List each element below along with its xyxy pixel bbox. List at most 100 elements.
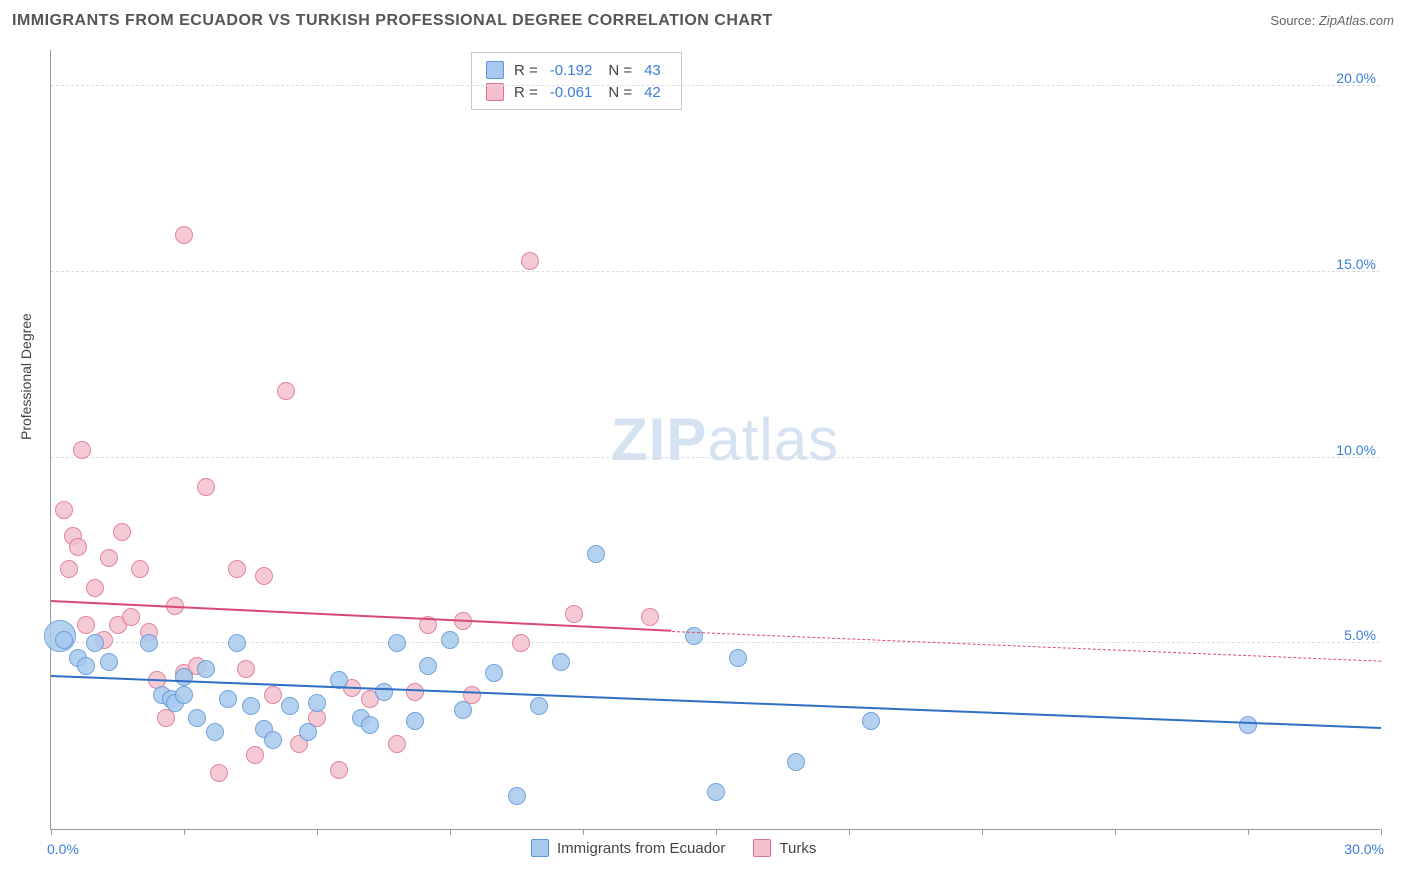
data-point-ecuador xyxy=(375,683,393,701)
data-point-turks xyxy=(197,478,215,496)
x-tick xyxy=(849,829,850,835)
data-point-turks xyxy=(73,441,91,459)
watermark-light: atlas xyxy=(707,406,839,473)
data-point-turks xyxy=(55,501,73,519)
watermark: ZIPatlas xyxy=(611,405,839,474)
data-point-ecuador xyxy=(406,712,424,730)
y-tick-label: 5.0% xyxy=(1344,627,1384,643)
data-point-turks xyxy=(175,226,193,244)
data-point-turks xyxy=(641,608,659,626)
swatch-turks xyxy=(753,839,771,857)
data-point-ecuador xyxy=(707,783,725,801)
x-tick xyxy=(583,829,584,835)
data-point-ecuador xyxy=(175,686,193,704)
gridline xyxy=(51,457,1380,458)
data-point-ecuador xyxy=(388,634,406,652)
y-axis-label: Professional Degree xyxy=(18,313,34,440)
data-point-ecuador xyxy=(485,664,503,682)
data-point-ecuador xyxy=(264,731,282,749)
data-point-turks xyxy=(237,660,255,678)
data-point-ecuador xyxy=(206,723,224,741)
n-value-ecuador: 43 xyxy=(644,62,661,79)
legend-label-ecuador: Immigrants from Ecuador xyxy=(557,840,725,857)
watermark-bold: ZIP xyxy=(611,406,707,473)
source-attribution: Source: ZipAtlas.com xyxy=(1270,13,1394,28)
x-tick xyxy=(317,829,318,835)
gridline xyxy=(51,642,1380,643)
data-point-ecuador xyxy=(175,668,193,686)
legend-item-ecuador: Immigrants from Ecuador xyxy=(531,839,725,857)
data-point-turks xyxy=(210,764,228,782)
scatter-chart: ZIPatlas R = -0.192 N = 43 R = -0.061 N … xyxy=(50,50,1380,830)
x-tick xyxy=(184,829,185,835)
legend-bottom: Immigrants from Ecuador Turks xyxy=(531,839,816,857)
data-point-turks xyxy=(255,567,273,585)
data-point-ecuador xyxy=(454,701,472,719)
x-tick xyxy=(1248,829,1249,835)
data-point-turks xyxy=(228,560,246,578)
data-point-ecuador xyxy=(242,697,260,715)
data-point-turks xyxy=(277,382,295,400)
x-tick xyxy=(1115,829,1116,835)
data-point-turks xyxy=(113,523,131,541)
data-point-ecuador xyxy=(685,627,703,645)
data-point-ecuador xyxy=(219,690,237,708)
x-tick xyxy=(51,829,52,835)
data-point-ecuador xyxy=(100,653,118,671)
data-point-ecuador xyxy=(419,657,437,675)
data-point-turks xyxy=(86,579,104,597)
stats-legend-box: R = -0.192 N = 43 R = -0.061 N = 42 xyxy=(471,52,682,110)
data-point-turks xyxy=(69,538,87,556)
data-point-ecuador xyxy=(587,545,605,563)
data-point-turks xyxy=(388,735,406,753)
data-point-ecuador xyxy=(299,723,317,741)
trend-line xyxy=(672,631,1381,662)
y-tick-label: 15.0% xyxy=(1336,256,1384,272)
data-point-ecuador xyxy=(441,631,459,649)
data-point-ecuador xyxy=(197,660,215,678)
data-point-ecuador xyxy=(281,697,299,715)
data-point-turks xyxy=(512,634,530,652)
legend-item-turks: Turks xyxy=(753,839,816,857)
chart-header: IMMIGRANTS FROM ECUADOR VS TURKISH PROFE… xyxy=(12,12,1394,30)
data-point-ecuador xyxy=(508,787,526,805)
data-point-ecuador xyxy=(188,709,206,727)
data-point-turks xyxy=(330,761,348,779)
r-value-ecuador: -0.192 xyxy=(550,62,593,79)
data-point-turks xyxy=(77,616,95,634)
data-point-ecuador xyxy=(552,653,570,671)
data-point-ecuador xyxy=(228,634,246,652)
n-label: N = xyxy=(608,62,632,79)
data-point-ecuador xyxy=(86,634,104,652)
data-point-turks xyxy=(131,560,149,578)
source-value: ZipAtlas.com xyxy=(1319,13,1394,28)
swatch-ecuador xyxy=(531,839,549,857)
data-point-ecuador xyxy=(1239,716,1257,734)
data-point-ecuador xyxy=(361,716,379,734)
data-point-turks xyxy=(122,608,140,626)
data-point-turks xyxy=(565,605,583,623)
stats-row-ecuador: R = -0.192 N = 43 xyxy=(486,59,667,81)
source-label: Source: xyxy=(1270,13,1315,28)
data-point-turks xyxy=(521,252,539,270)
swatch-ecuador xyxy=(486,61,504,79)
x-max-label: 30.0% xyxy=(1344,841,1384,857)
chart-title: IMMIGRANTS FROM ECUADOR VS TURKISH PROFE… xyxy=(12,12,773,30)
data-point-ecuador xyxy=(729,649,747,667)
data-point-ecuador xyxy=(787,753,805,771)
y-tick-label: 10.0% xyxy=(1336,442,1384,458)
y-tick-label: 20.0% xyxy=(1336,70,1384,86)
data-point-turks xyxy=(406,683,424,701)
gridline xyxy=(51,85,1380,86)
x-tick xyxy=(716,829,717,835)
data-point-ecuador xyxy=(55,631,73,649)
x-tick xyxy=(982,829,983,835)
data-point-ecuador xyxy=(77,657,95,675)
x-tick xyxy=(450,829,451,835)
data-point-turks xyxy=(60,560,78,578)
r-label: R = xyxy=(514,62,538,79)
data-point-ecuador xyxy=(862,712,880,730)
x-tick xyxy=(1381,829,1382,835)
data-point-ecuador xyxy=(530,697,548,715)
data-point-ecuador xyxy=(140,634,158,652)
